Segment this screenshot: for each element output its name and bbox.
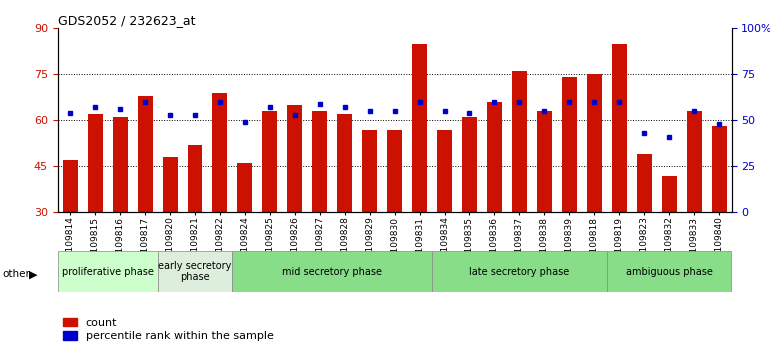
Bar <box>233 251 432 292</box>
Bar <box>58 251 158 292</box>
Text: ▶: ▶ <box>29 269 38 279</box>
Bar <box>462 117 477 304</box>
Bar <box>587 74 601 304</box>
Bar <box>487 102 502 304</box>
Bar <box>362 130 377 304</box>
Text: GDS2052 / 232623_at: GDS2052 / 232623_at <box>58 14 196 27</box>
Text: early secretory
phase: early secretory phase <box>159 261 232 282</box>
Bar <box>237 163 253 304</box>
Bar <box>263 111 277 304</box>
Bar <box>213 93 227 304</box>
Text: proliferative phase: proliferative phase <box>62 267 153 277</box>
Bar <box>138 96 152 304</box>
Bar <box>637 154 651 304</box>
Bar <box>337 114 352 304</box>
Bar <box>158 251 233 292</box>
Bar <box>661 176 677 304</box>
Bar <box>88 114 102 304</box>
Text: other: other <box>2 269 30 279</box>
Bar <box>687 111 701 304</box>
Bar <box>287 105 303 304</box>
Text: mid secretory phase: mid secretory phase <box>283 267 382 277</box>
Bar <box>512 71 527 304</box>
Legend: count, percentile rank within the sample: count, percentile rank within the sample <box>63 318 273 341</box>
Bar <box>387 130 402 304</box>
Bar <box>437 130 452 304</box>
Bar <box>112 117 128 304</box>
Bar <box>711 126 727 304</box>
Text: ambiguous phase: ambiguous phase <box>626 267 712 277</box>
Bar <box>432 251 607 292</box>
Bar <box>62 160 78 304</box>
Bar <box>162 157 178 304</box>
Bar <box>412 44 427 304</box>
Bar <box>313 111 327 304</box>
Bar <box>562 78 577 304</box>
Text: late secretory phase: late secretory phase <box>469 267 570 277</box>
Bar <box>537 111 552 304</box>
Bar <box>188 145 203 304</box>
Bar <box>611 44 627 304</box>
Bar <box>607 251 731 292</box>
